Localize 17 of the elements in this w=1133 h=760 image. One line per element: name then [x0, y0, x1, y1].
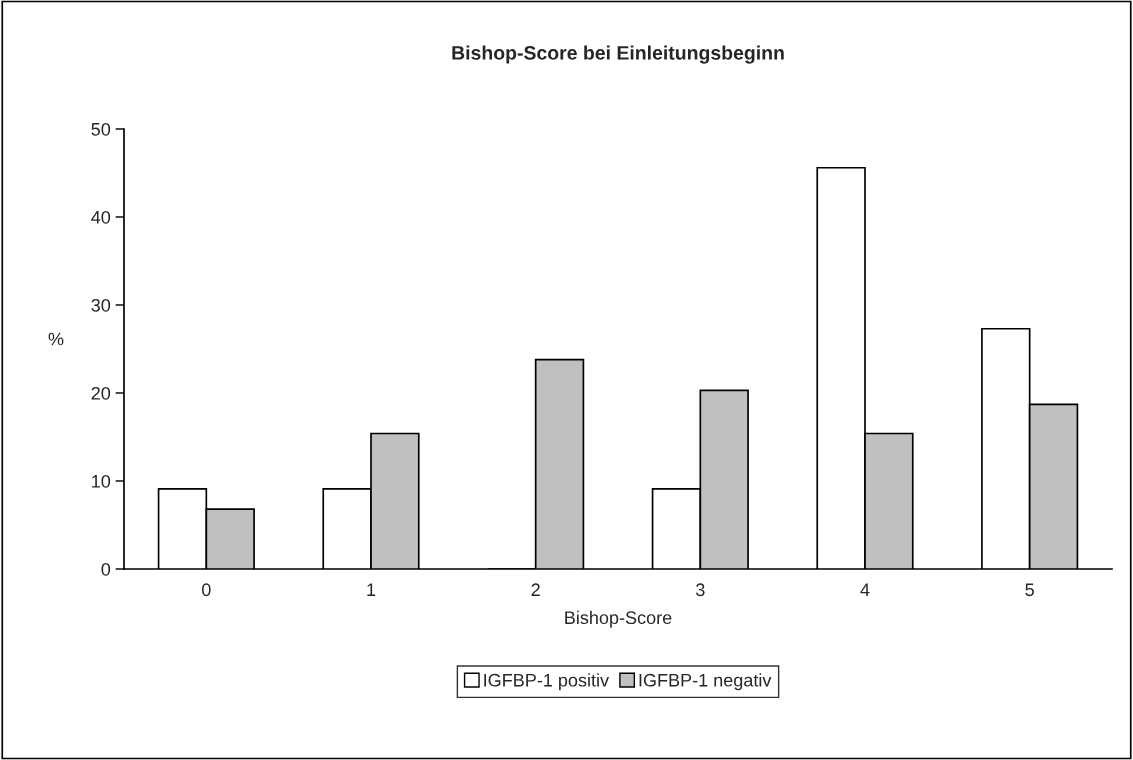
legend-label: IGFBP-1 positiv [484, 673, 609, 691]
y-tick-label: 50 [91, 122, 111, 136]
x-tick-label: 2 [531, 583, 540, 596]
chart-title: Bishop-Score bei Einleitungsbeginn [452, 45, 784, 64]
x-tick-label: 4 [860, 583, 870, 596]
y-tick-label: 20 [91, 386, 111, 400]
x-tick-label: 1 [367, 583, 376, 596]
x-tick-label: 0 [202, 583, 211, 597]
x-tick-label: 3 [696, 583, 705, 597]
y-tick-label: 10 [92, 474, 111, 488]
x-axis-title: Bishop-Score [565, 610, 672, 628]
y-axis-title: % [48, 332, 64, 346]
y-tick-label: 0 [101, 562, 111, 576]
legend-label: IGFBP-1 negativ [639, 673, 772, 691]
y-tick-label: 40 [91, 210, 111, 224]
y-tick-label: 30 [91, 298, 111, 312]
x-tick-label: 5 [1025, 583, 1034, 597]
